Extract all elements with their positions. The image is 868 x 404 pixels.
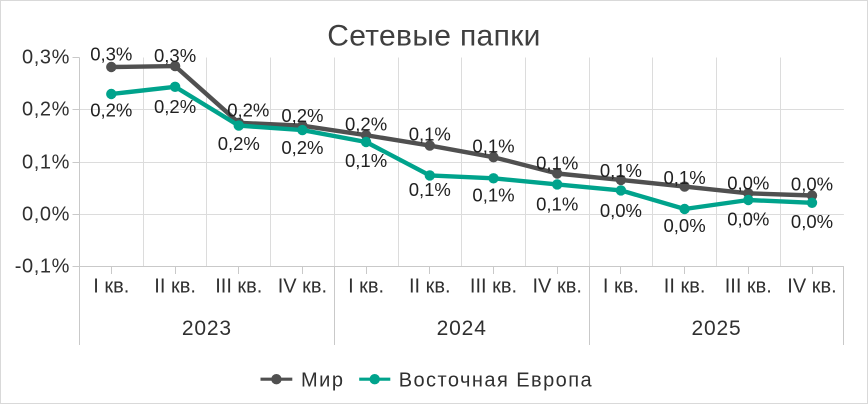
svg-text:0,2%: 0,2% bbox=[218, 133, 260, 154]
svg-text:II кв.: II кв. bbox=[664, 276, 706, 298]
svg-text:0,1%: 0,1% bbox=[409, 179, 451, 200]
svg-text:0,1%: 0,1% bbox=[345, 150, 387, 171]
svg-text:0,0%: 0,0% bbox=[22, 204, 70, 226]
svg-text:0,1%: 0,1% bbox=[536, 152, 578, 173]
svg-text:2023: 2023 bbox=[182, 317, 232, 340]
svg-text:II кв.: II кв. bbox=[409, 276, 451, 298]
svg-text:IV кв.: IV кв. bbox=[278, 276, 327, 298]
svg-text:0,1%: 0,1% bbox=[472, 136, 514, 157]
svg-text:0,1%: 0,1% bbox=[472, 185, 514, 206]
svg-text:Сетевые папки: Сетевые папки bbox=[327, 19, 541, 52]
svg-text:III кв.: III кв. bbox=[725, 276, 772, 298]
svg-text:0,2%: 0,2% bbox=[154, 96, 196, 117]
svg-text:Мир: Мир bbox=[301, 370, 344, 392]
svg-text:0,0%: 0,0% bbox=[791, 174, 833, 195]
svg-text:0,0%: 0,0% bbox=[600, 200, 642, 221]
svg-text:0,1%: 0,1% bbox=[22, 152, 70, 174]
svg-text:0,1%: 0,1% bbox=[409, 124, 451, 145]
svg-text:0,0%: 0,0% bbox=[727, 209, 769, 230]
svg-text:0,1%: 0,1% bbox=[664, 167, 706, 188]
svg-text:2024: 2024 bbox=[437, 317, 487, 340]
svg-text:0,0%: 0,0% bbox=[664, 215, 706, 236]
svg-text:2025: 2025 bbox=[691, 317, 741, 340]
svg-text:I кв.: I кв. bbox=[603, 276, 639, 298]
svg-text:IV кв.: IV кв. bbox=[533, 276, 582, 298]
svg-text:0,2%: 0,2% bbox=[281, 105, 323, 126]
svg-text:-0,1%: -0,1% bbox=[15, 256, 70, 278]
svg-text:0,2%: 0,2% bbox=[90, 100, 132, 121]
svg-text:0,0%: 0,0% bbox=[727, 172, 769, 193]
svg-text:0,3%: 0,3% bbox=[22, 47, 70, 69]
svg-text:I кв.: I кв. bbox=[348, 276, 384, 298]
svg-text:0,2%: 0,2% bbox=[345, 114, 387, 135]
svg-text:Восточная Европа: Восточная Европа bbox=[399, 370, 593, 392]
svg-text:I кв.: I кв. bbox=[93, 276, 129, 298]
svg-text:0,3%: 0,3% bbox=[90, 44, 132, 65]
svg-text:0,1%: 0,1% bbox=[536, 194, 578, 215]
svg-text:0,0%: 0,0% bbox=[791, 211, 833, 232]
svg-text:0,2%: 0,2% bbox=[22, 99, 70, 121]
svg-text:0,3%: 0,3% bbox=[154, 45, 196, 66]
svg-text:IV кв.: IV кв. bbox=[787, 276, 836, 298]
svg-text:III кв.: III кв. bbox=[470, 276, 517, 298]
svg-text:0,2%: 0,2% bbox=[281, 137, 323, 158]
svg-text:0,1%: 0,1% bbox=[600, 160, 642, 181]
svg-text:III кв.: III кв. bbox=[215, 276, 262, 298]
svg-text:II кв.: II кв. bbox=[154, 276, 196, 298]
svg-text:0,2%: 0,2% bbox=[227, 100, 269, 121]
